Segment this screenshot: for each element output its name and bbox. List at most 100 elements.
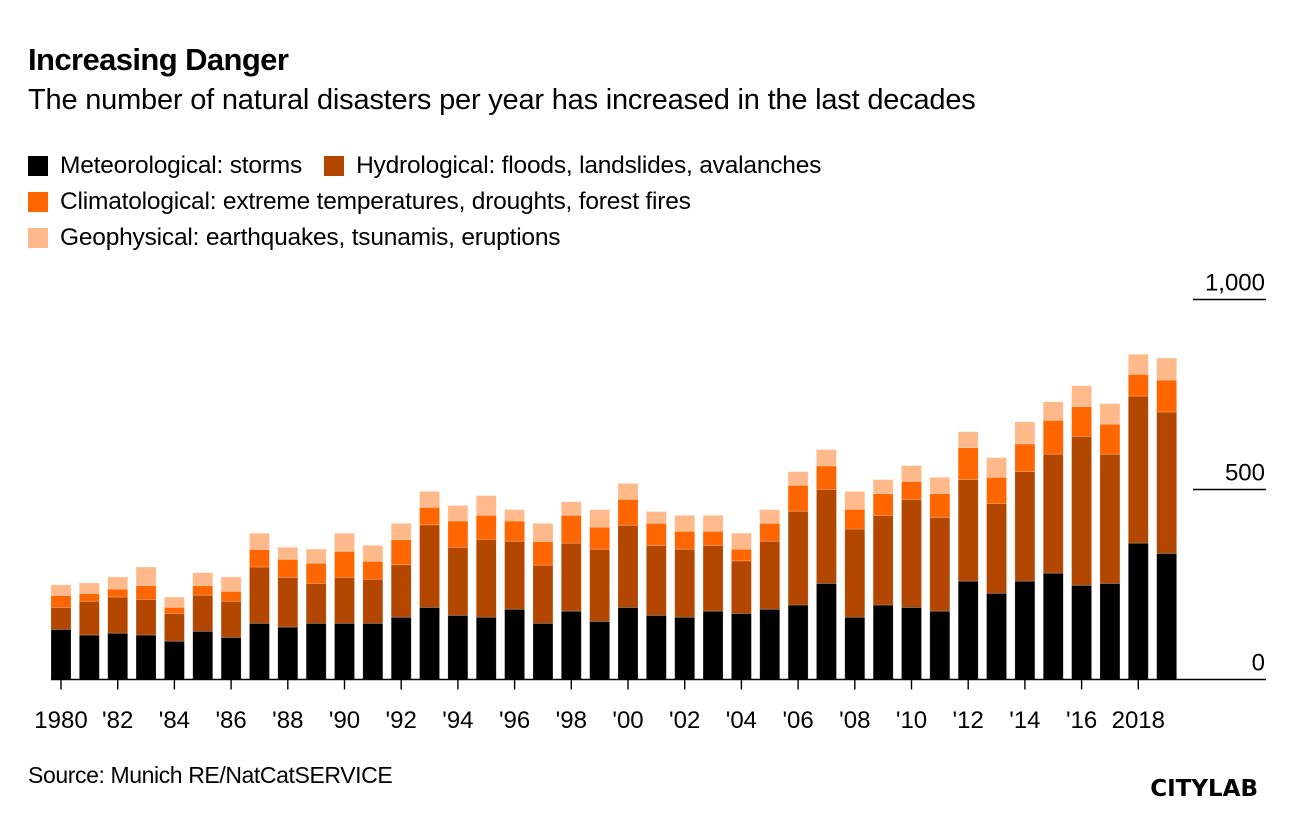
bar-stack-1997: [532, 523, 554, 680]
bar-meteorological-2002: [674, 616, 696, 680]
bar-meteorological-1991: [362, 622, 384, 680]
bar-climatological-1984: [164, 606, 185, 614]
bar-hydrological-1995: [475, 538, 497, 618]
legend: Meteorological: storms Hydrological: flo…: [28, 148, 843, 256]
legend-swatch-meteorological: [28, 156, 48, 176]
source-note: Source: Munich RE/NatCatSERVICE: [28, 762, 393, 788]
bar-hydrological-2001: [646, 545, 667, 616]
bar-climatological-1983: [135, 585, 157, 600]
bar-climatological-1994: [447, 520, 469, 548]
bar-stack-2005: [759, 509, 781, 680]
bar-climatological-1997: [532, 541, 554, 566]
bar-hydrological-1989: [305, 583, 327, 624]
legend-swatch-hydrological: [324, 156, 345, 176]
bar-meteorological-1992: [390, 616, 412, 680]
bar-geophysical-2015: [1042, 401, 1064, 421]
bar-meteorological-1980: [50, 629, 72, 680]
bar-stack-2011: [929, 477, 951, 680]
bar-geophysical-1990: [334, 532, 355, 552]
bar-stack-2000: [617, 483, 639, 680]
y-tick-label: 0: [1252, 650, 1265, 677]
bar-climatological-1992: [390, 539, 412, 566]
bar-climatological-2014: [1014, 443, 1036, 472]
legend-label-geophysical: Geophysical: earthquakes, tsunamis, erup…: [60, 224, 561, 251]
bar-geophysical-2001: [646, 511, 667, 524]
bar-hydrological-2010: [901, 499, 922, 608]
bar-climatological-2013: [986, 477, 1007, 504]
bar-stack-2016: [1071, 385, 1092, 680]
bar-climatological-2010: [901, 481, 922, 500]
bar-hydrological-2016: [1071, 435, 1092, 586]
bar-stack-2015: [1042, 401, 1064, 680]
bar-meteorological-1984: [164, 640, 185, 680]
y-tick-label: 500: [1225, 460, 1265, 487]
bar-meteorological-1993: [419, 606, 440, 680]
bar-hydrological-2007: [816, 489, 837, 584]
bar-hydrological-2008: [844, 528, 866, 618]
bar-meteorological-1994: [447, 614, 469, 680]
bar-stack-2006: [787, 471, 809, 680]
bar-meteorological-1989: [305, 622, 327, 680]
legend-item-climatological: Climatological: extreme temperatures, dr…: [28, 188, 691, 216]
x-tick-label: '84: [159, 707, 190, 734]
bar-meteorological-1982: [107, 632, 128, 680]
bar-climatological-2005: [759, 523, 781, 542]
bar-geophysical-1981: [79, 582, 100, 594]
bar-stack-1989: [305, 548, 327, 680]
bar-geophysical-2007: [816, 449, 837, 467]
bar-geophysical-1983: [135, 566, 157, 586]
bar-geophysical-2017: [1099, 403, 1121, 425]
bar-geophysical-2003: [702, 515, 724, 532]
bar-stack-2010: [901, 465, 922, 680]
bar-meteorological-2011: [929, 610, 951, 680]
bar-climatological-2011: [929, 493, 951, 518]
bar-stack-1980: [50, 584, 72, 680]
bar-meteorological-2000: [617, 606, 639, 680]
bar-climatological-1998: [560, 515, 582, 544]
x-tick-label: '88: [272, 707, 303, 734]
bar-stack-1991: [362, 545, 384, 680]
bar-meteorological-2001: [646, 614, 667, 680]
bar-climatological-1990: [334, 551, 355, 578]
bar-stack-2009: [872, 479, 894, 680]
legend-label-meteorological: Meteorological: storms: [60, 152, 303, 179]
bar-hydrological-1996: [504, 540, 525, 610]
bar-meteorological-2005: [759, 608, 781, 680]
bar-climatological-1989: [305, 562, 327, 584]
bar-meteorological-2015: [1042, 572, 1064, 680]
bar-geophysical-2006: [787, 471, 809, 486]
bar-hydrological-1991: [362, 578, 384, 624]
bar-geophysical-2010: [901, 465, 922, 482]
bar-meteorological-1983: [135, 634, 157, 680]
bar-stack-1992: [390, 523, 412, 680]
bar-geophysical-1980: [50, 584, 72, 596]
bar-hydrological-2012: [957, 479, 979, 582]
legend-item-hydrological: Hydrological: floods, landslides, avalan…: [324, 152, 821, 180]
bar-climatological-1993: [419, 507, 440, 526]
bar-stack-1985: [192, 572, 214, 680]
bar-climatological-2001: [646, 523, 667, 546]
bar-meteorological-1986: [220, 637, 242, 680]
x-tick-label: 2018: [1112, 707, 1165, 734]
bar-geophysical-2008: [844, 491, 866, 510]
bar-hydrological-1990: [334, 576, 355, 624]
bar-hydrological-1981: [79, 600, 100, 636]
bar-geophysical-1992: [390, 523, 412, 540]
bar-meteorological-1988: [277, 626, 299, 680]
bar-geophysical-1982: [107, 576, 128, 590]
bar-stack-1986: [220, 576, 242, 680]
legend-item-geophysical: Geophysical: earthquakes, tsunamis, erup…: [28, 224, 561, 252]
bar-geophysical-2011: [929, 477, 951, 494]
bar-geophysical-2013: [986, 457, 1007, 478]
bar-meteorological-2019: [1156, 553, 1177, 680]
bar-climatological-2009: [872, 493, 894, 516]
bar-geophysical-2012: [957, 431, 979, 448]
bar-stack-1983: [135, 566, 157, 680]
bar-stack-1995: [475, 495, 497, 680]
x-tick-label: 1980: [34, 707, 87, 734]
bar-climatological-2008: [844, 508, 866, 530]
bar-geophysical-1996: [504, 509, 525, 522]
bar-meteorological-2004: [731, 613, 752, 680]
bar-geophysical-2005: [759, 509, 781, 524]
bar-stack-1993: [419, 491, 440, 680]
